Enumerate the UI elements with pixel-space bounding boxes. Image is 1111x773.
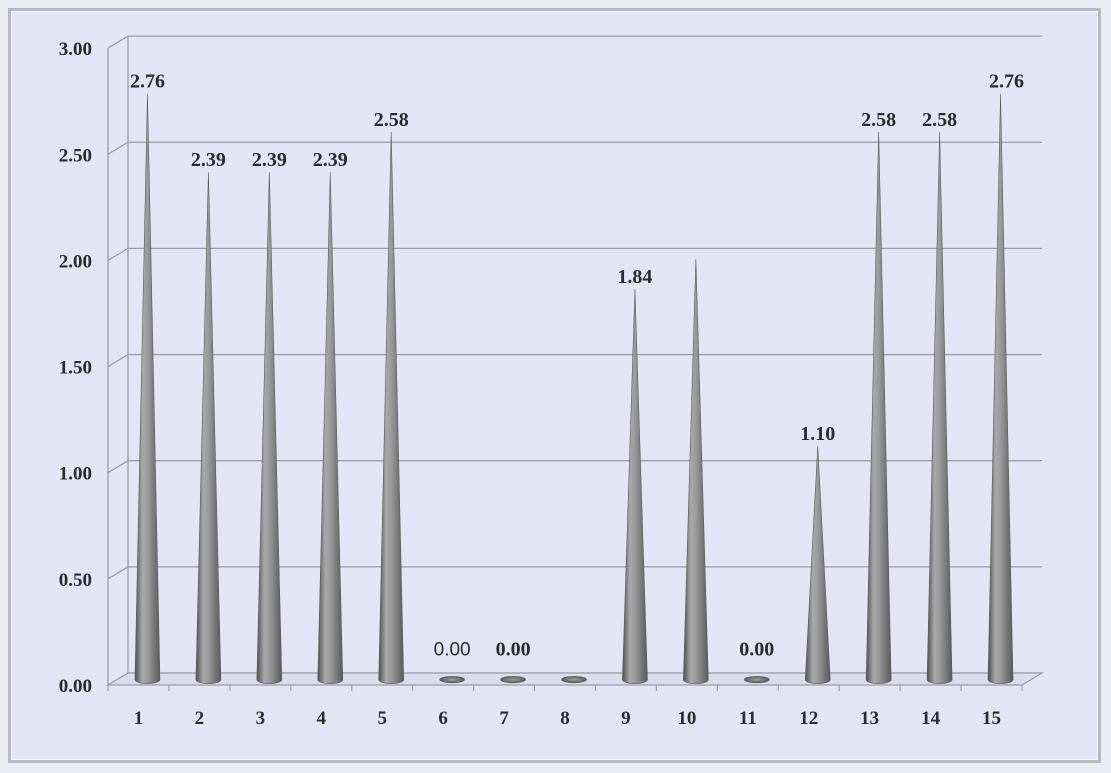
x-tick-label: 12 <box>799 708 818 729</box>
data-label: 2.76 <box>130 71 165 93</box>
gridline-depth <box>107 141 129 155</box>
cone-bar <box>804 446 831 684</box>
data-label: 1.84 <box>617 266 652 288</box>
y-tick-label: 2.50 <box>59 145 92 166</box>
y-tick-label: 1.00 <box>59 464 92 485</box>
label-layer: 0.00 0.50 1.00 1.50 2.00 2.50 3.00 1 2.76 2 2.39 3 2… <box>59 39 1024 729</box>
y-tick-label: 0.00 <box>59 676 92 697</box>
x-tick-label: 1 <box>134 708 144 729</box>
chart-frame <box>8 8 1101 763</box>
cone-bar <box>256 172 283 684</box>
cone-bar <box>926 131 953 684</box>
y-tick-label: 2.00 <box>59 251 92 272</box>
grid-layer <box>107 35 1042 686</box>
x-tick-label: 13 <box>860 708 879 729</box>
x-tick-label: 4 <box>317 708 327 729</box>
cone-bar <box>195 172 222 684</box>
cone-bar <box>622 288 648 684</box>
x-tick-label: 2 <box>195 708 205 729</box>
cone-bar <box>134 93 161 684</box>
data-label: 2.58 <box>861 109 896 131</box>
x-tick-label: 6 <box>438 708 448 729</box>
gridline-depth <box>107 35 129 49</box>
cone-layer <box>134 93 1014 684</box>
cone-base-flat <box>561 676 587 684</box>
x-tick-label: 9 <box>621 708 631 729</box>
gridline-depth <box>107 566 129 580</box>
axis-layer <box>107 36 1023 691</box>
data-label: 2.39 <box>252 149 287 171</box>
cone-bar <box>865 131 892 684</box>
data-label: 2.58 <box>922 109 957 131</box>
y-tick-label: 3.00 <box>59 39 92 60</box>
data-label: 2.39 <box>313 149 348 171</box>
x-tick-label: 5 <box>377 708 387 729</box>
data-label: 0.00 <box>496 639 531 661</box>
cone-bar <box>317 172 344 684</box>
cone-bar <box>378 131 405 684</box>
gridline-depth <box>107 460 129 474</box>
data-label: 2.39 <box>191 149 226 171</box>
x-tick-label: 10 <box>677 708 696 729</box>
x-tick-label: 3 <box>256 708 266 729</box>
cone-bar <box>987 93 1014 684</box>
y-tick-label: 1.50 <box>59 358 92 379</box>
data-label: 2.58 <box>374 109 409 131</box>
x-tick-label: 14 <box>921 708 941 729</box>
x-tick-label: 15 <box>982 708 1001 729</box>
data-label: 1.10 <box>800 423 835 445</box>
x-tick-label: 8 <box>560 708 570 729</box>
gridline-depth <box>107 247 129 261</box>
data-label: 0.00 <box>434 640 471 661</box>
x-tick-label: 7 <box>499 708 509 729</box>
cone-base-flat <box>500 676 526 684</box>
data-label: 0.00 <box>739 639 774 661</box>
data-label: 2.76 <box>989 71 1024 93</box>
cone-bar <box>683 259 709 684</box>
y-tick-label: 0.50 <box>59 570 92 591</box>
gridline-depth <box>107 353 129 368</box>
cone-base-flat <box>743 676 770 684</box>
x-tick-label: 11 <box>739 708 757 729</box>
cone-base-flat <box>439 676 465 684</box>
